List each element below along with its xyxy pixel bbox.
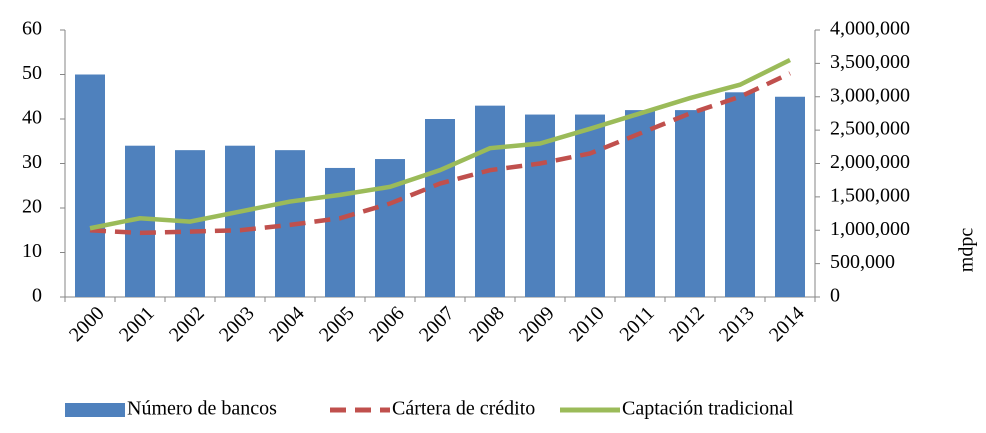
bar: [775, 96, 805, 297]
y-tick-label: 10: [22, 240, 42, 262]
bar: [75, 74, 105, 297]
x-tick-label: 2006: [365, 302, 409, 346]
bar: [575, 114, 605, 297]
y2-tick-label: 1,500,000: [830, 184, 910, 206]
y-tick-label: 60: [22, 18, 42, 40]
legend-label: Número de bancos: [127, 398, 277, 420]
x-tick-label: 2007: [415, 302, 459, 346]
bar: [225, 145, 255, 297]
y2-tick-label: 2,500,000: [830, 118, 910, 140]
x-tick-label: 2010: [565, 302, 609, 346]
x-tick-label: 2012: [665, 302, 709, 346]
x-tick-label: 2002: [165, 302, 209, 346]
y-tick-label: 20: [22, 196, 42, 218]
bar: [675, 110, 705, 297]
y2-tick-label: 3,500,000: [830, 51, 910, 73]
y2-tick-label: 3,000,000: [830, 84, 910, 106]
bar: [725, 92, 755, 297]
y2-tick-label: 0: [830, 285, 840, 307]
legend-swatch: [65, 403, 125, 417]
line-series: [89, 58, 791, 231]
x-tick-label: 2009: [515, 302, 559, 346]
x-tick-label: 2008: [465, 302, 509, 346]
x-tick-label: 2014: [765, 302, 809, 346]
x-tick-label: 2001: [115, 302, 159, 346]
bar: [625, 110, 655, 297]
legend-label: Captación tradicional: [622, 398, 794, 420]
bar: [325, 167, 355, 297]
bar: [425, 119, 455, 297]
y-tick-label: 50: [22, 62, 42, 84]
x-tick-label: 2004: [265, 302, 309, 346]
y-tick-label: 30: [22, 151, 42, 173]
y2-tick-label: 1,000,000: [830, 218, 910, 240]
y2-axis-label: mdpc: [956, 228, 978, 273]
y2-tick-label: 2,000,000: [830, 151, 910, 173]
y-tick-label: 0: [32, 285, 42, 307]
x-tick-label: 2000: [65, 302, 109, 346]
y2-tick-label: 500,000: [830, 251, 895, 273]
y2-tick-label: 4,000,000: [830, 18, 910, 40]
x-tick-label: 2003: [215, 302, 259, 346]
bar: [475, 105, 505, 298]
legend-label: Cártera de crédito: [392, 398, 535, 420]
x-tick-label: 2011: [615, 302, 658, 345]
x-tick-label: 2005: [315, 302, 359, 346]
line-series: [89, 71, 791, 236]
x-tick-label: 2013: [715, 302, 759, 346]
y-tick-label: 40: [22, 107, 42, 129]
bar: [375, 159, 405, 297]
